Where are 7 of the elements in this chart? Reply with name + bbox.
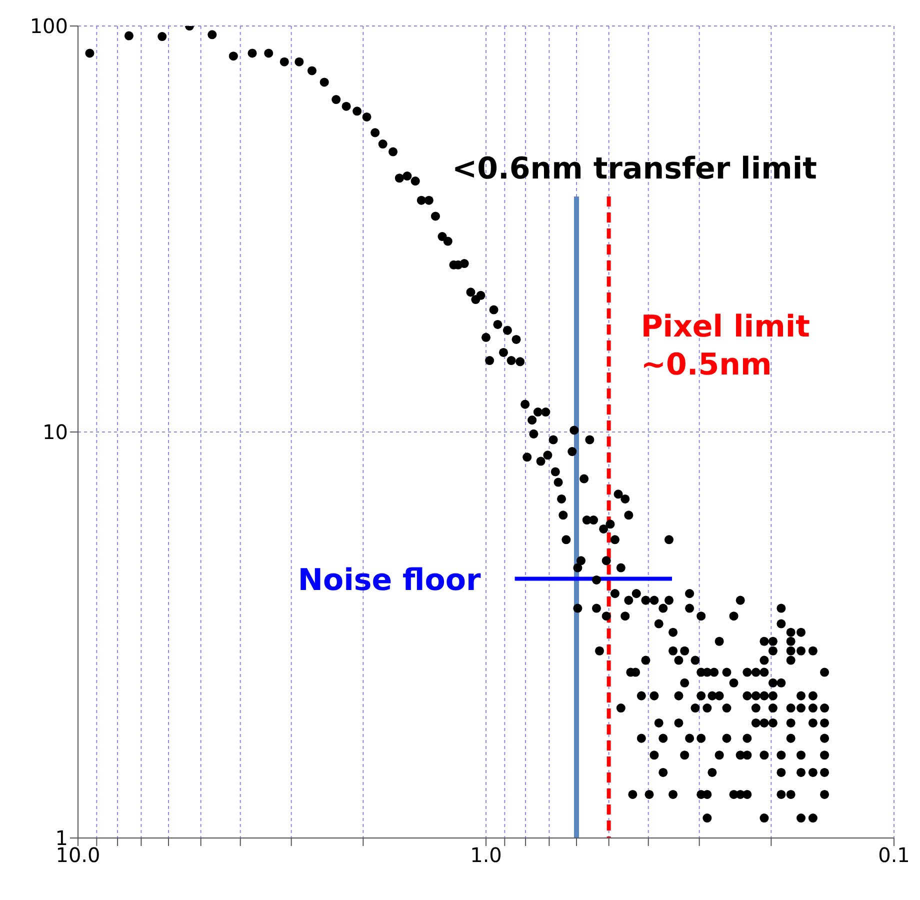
ref-line-label: <0.6nm transfer limit xyxy=(452,152,818,187)
y-tick-label: 100 xyxy=(30,14,68,38)
ref-line-label: Pixel limit ~0.5nm xyxy=(640,310,810,383)
series-label: Noise floor xyxy=(298,562,481,598)
y-tick-label: 10 xyxy=(42,420,68,444)
x-tick-label: 0.1 xyxy=(878,843,910,868)
x-tick-label: 1.0 xyxy=(470,843,502,868)
